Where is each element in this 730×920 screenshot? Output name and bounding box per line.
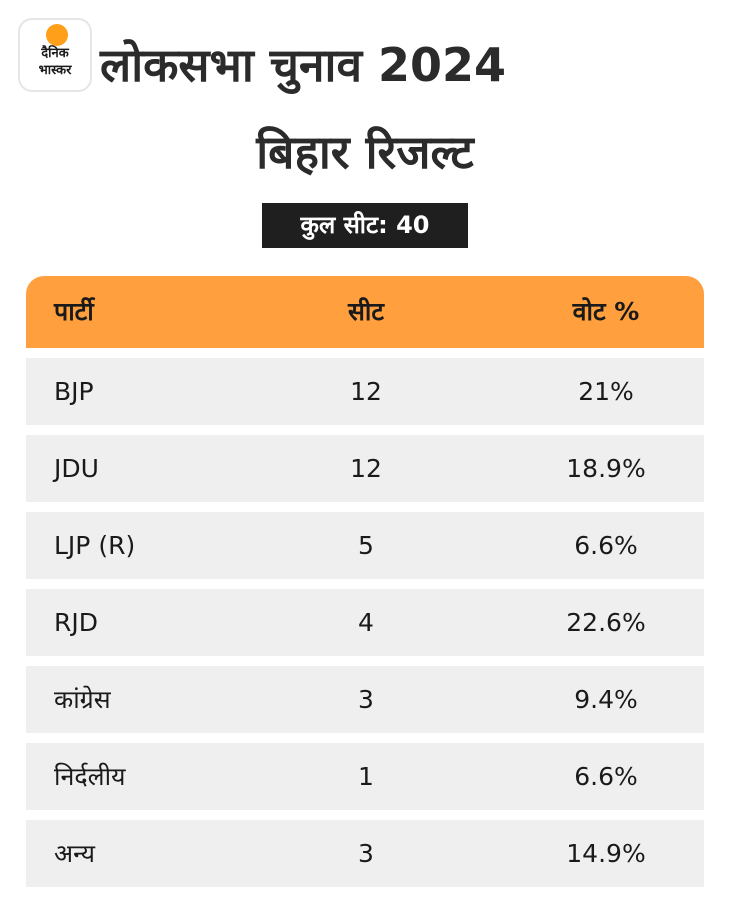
page-title: लोकसभा चुनाव 2024	[100, 38, 507, 92]
seat-count: 12	[350, 377, 382, 406]
party-name: RJD	[54, 608, 98, 637]
table-row: कांग्रेस 3 9.4%	[26, 666, 704, 733]
brand-name-line1: दैनिक	[41, 46, 69, 61]
vote-share: 18.9%	[566, 454, 646, 483]
seat-count: 12	[350, 454, 382, 483]
seat-count: 3	[358, 839, 374, 868]
party-name: LJP (R)	[54, 531, 136, 560]
seat-count: 4	[358, 608, 374, 637]
vote-share: 22.6%	[566, 608, 646, 637]
party-name: निर्दलीय	[54, 762, 126, 791]
party-name: कांग्रेस	[54, 685, 111, 714]
results-table: पार्टी सीट वोट % BJP 12 21% JDU 12 18.9%…	[26, 276, 704, 887]
table-row: अन्य 3 14.9%	[26, 820, 704, 887]
seat-count: 1	[358, 762, 374, 791]
vote-share: 14.9%	[566, 839, 646, 868]
page-subtitle: बिहार रिजल्ट	[256, 125, 474, 179]
vote-share: 6.6%	[574, 762, 638, 791]
table-row: निर्दलीय 1 6.6%	[26, 743, 704, 810]
vote-share: 6.6%	[574, 531, 638, 560]
seat-count: 5	[358, 531, 374, 560]
vote-share: 21%	[578, 377, 634, 406]
party-name: JDU	[54, 454, 99, 483]
table-row: LJP (R) 5 6.6%	[26, 512, 704, 579]
party-name: BJP	[54, 377, 94, 406]
brand-name-line2: भास्कर	[38, 63, 72, 78]
table-row: RJD 4 22.6%	[26, 589, 704, 656]
vote-share: 9.4%	[574, 685, 638, 714]
column-header-vote: वोट %	[572, 297, 640, 326]
table-row: JDU 12 18.9%	[26, 435, 704, 502]
brand-logo: दैनिक भास्कर	[18, 18, 92, 92]
sun-icon	[46, 24, 68, 46]
party-name: अन्य	[54, 839, 95, 868]
column-header-seats: सीट	[348, 297, 384, 326]
table-header: पार्टी सीट वोट %	[26, 276, 704, 348]
column-header-party: पार्टी	[54, 297, 94, 326]
table-row: BJP 12 21%	[26, 358, 704, 425]
total-seats-badge: कुल सीट: 40	[262, 203, 468, 248]
seat-count: 3	[358, 685, 374, 714]
